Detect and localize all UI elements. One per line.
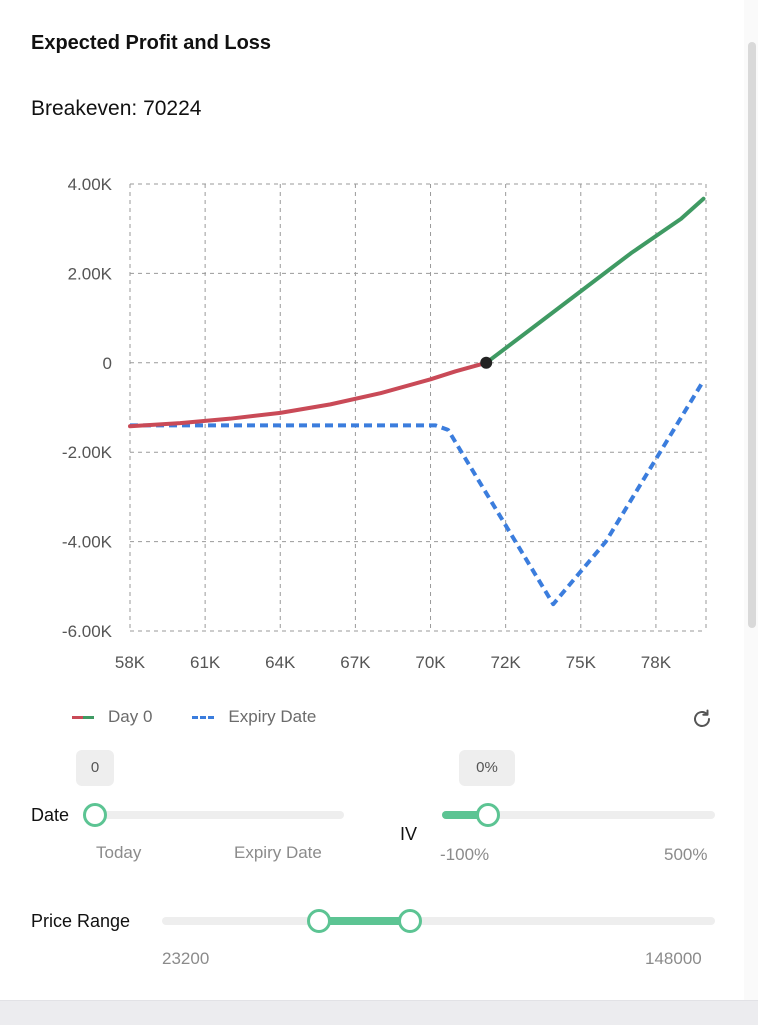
series-line-day0-loss <box>128 360 489 429</box>
x-tick-label: 72K <box>491 653 522 672</box>
y-tick-label: 4.00K <box>68 175 113 194</box>
x-tick-label: 67K <box>340 653 371 672</box>
iv-label: IV <box>400 824 418 844</box>
legend-label-day0: Day 0 <box>108 707 153 726</box>
price-range-fill <box>319 917 410 925</box>
legend-swatch-expiry <box>192 715 215 719</box>
y-tick-label: 0 <box>103 354 112 373</box>
price-max-label: 148000 <box>645 949 702 968</box>
legend-label-expiry: Expiry Date <box>228 707 317 726</box>
price-min-label: 23200 <box>162 949 210 968</box>
iv-slider-track[interactable] <box>442 811 715 819</box>
x-tick-label: 70K <box>415 653 446 672</box>
price-range-low-handle[interactable] <box>307 909 332 933</box>
iv-slider-handle[interactable] <box>475 803 500 827</box>
y-tick-label: 2.00K <box>68 264 113 283</box>
price-range-track[interactable] <box>162 917 715 925</box>
x-tick-label: 78K <box>641 653 672 672</box>
y-tick-label: -2.00K <box>62 443 113 462</box>
x-tick-label: 61K <box>190 653 221 672</box>
iv-min-label: -100% <box>440 845 490 864</box>
date-slider-track[interactable] <box>95 811 344 819</box>
iv-slider-fill <box>442 811 488 819</box>
series-line-day0-profit <box>484 196 706 365</box>
iv-value-badge: 0% <box>459 750 515 786</box>
bottom-bar <box>0 1000 758 1025</box>
price-range-label: Price Range <box>31 911 131 931</box>
chart-legend: Day 0 Expiry Date <box>72 707 356 727</box>
date-label: Date <box>31 805 70 825</box>
y-tick-label: -6.00K <box>62 622 113 641</box>
legend-item-expiry[interactable]: Expiry Date <box>192 707 316 727</box>
iv-max-label: 500% <box>664 845 708 864</box>
breakeven-readout: Breakeven: 70224 <box>31 97 202 120</box>
panel-title: Expected Profit and Loss <box>31 32 272 54</box>
date-min-label: Today <box>96 843 142 862</box>
x-tick-label: 64K <box>265 653 296 672</box>
price-range-high-handle[interactable] <box>397 909 422 933</box>
legend-swatch-day0 <box>72 715 94 719</box>
series-line-expiry-date <box>130 379 706 607</box>
date-max-label: Expiry Date <box>234 843 322 862</box>
date-value-badge: 0 <box>76 750 114 786</box>
x-tick-label: 75K <box>566 653 597 672</box>
date-slider-handle[interactable] <box>83 803 107 827</box>
x-tick-label: 58K <box>115 653 146 672</box>
legend-item-day0[interactable]: Day 0 <box>72 707 152 727</box>
pnl-panel: Expected Profit and Loss Breakeven: 7022… <box>0 0 744 1000</box>
breakeven-marker <box>480 356 493 369</box>
scrollbar-thumb[interactable] <box>748 42 756 628</box>
refresh-icon[interactable] <box>690 707 714 731</box>
y-tick-label: -4.00K <box>62 533 113 552</box>
